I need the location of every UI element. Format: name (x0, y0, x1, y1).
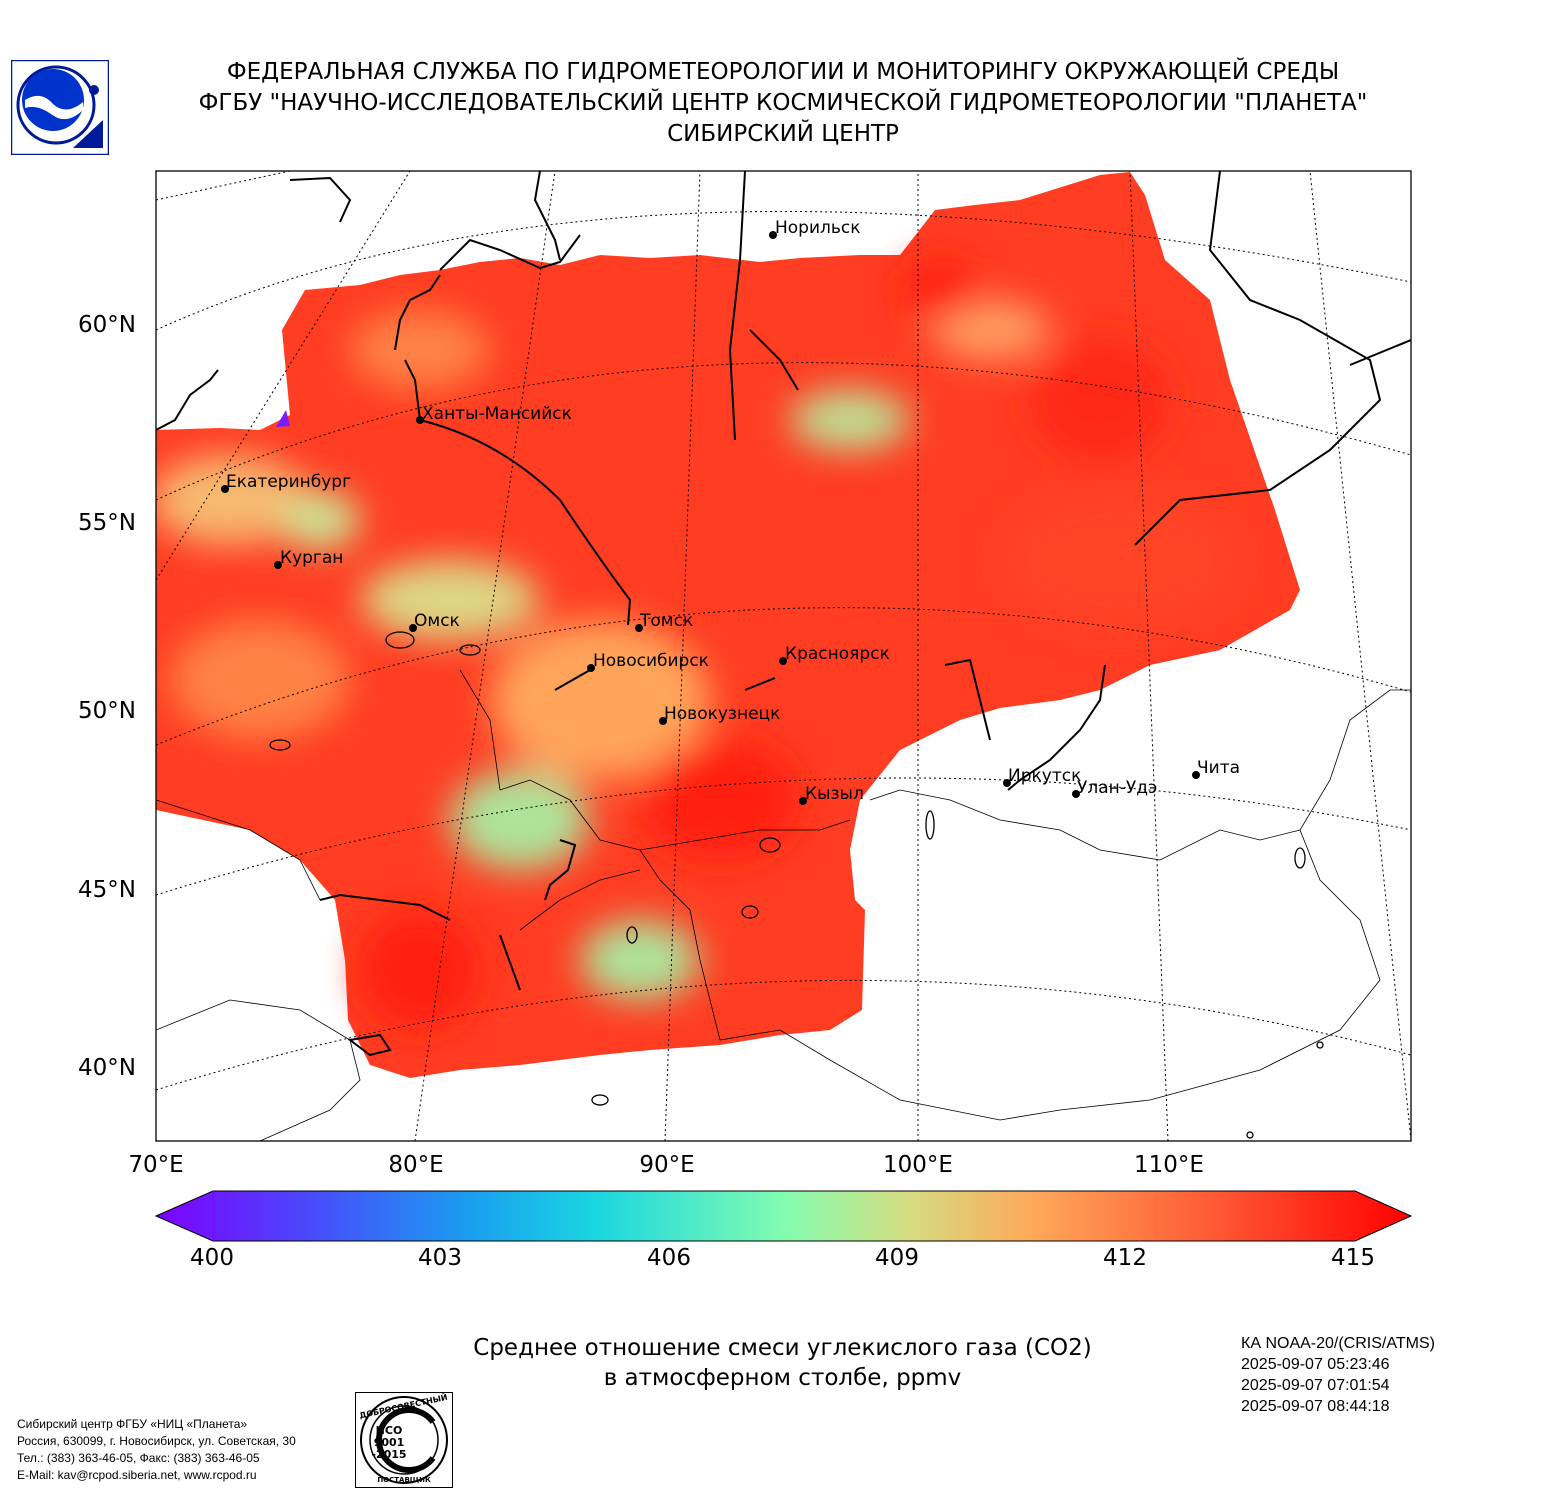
colorbar-tick-415: 415 (1331, 1245, 1375, 1271)
city-marker (1192, 771, 1200, 779)
lon-label-110: 110°E (1134, 1152, 1204, 1178)
city-label-ulan-ude: Улан-Удэ (1077, 778, 1158, 798)
iso-badge-mid3: -2015 (371, 1448, 406, 1461)
org-line-2: Россия, 630099, г. Новосибирск, ул. Сове… (17, 1434, 296, 1448)
city-label-irkutsk: Иркутск (1008, 766, 1082, 786)
graticule (156, 171, 1411, 1141)
colorbar-tick-412: 412 (1103, 1245, 1147, 1271)
city-label-omsk: Омск (414, 611, 460, 631)
city-label-norilsk: Норильск (775, 218, 861, 238)
city-marker (635, 624, 643, 632)
satellite-info: КА NOAA-20/(CRIS/ATMS) 2025-09-07 05:23:… (1241, 1333, 1435, 1417)
colorbar-tick-400: 400 (190, 1245, 234, 1271)
city-marker (587, 664, 595, 672)
city-marker (799, 797, 807, 805)
colorbar-tick-406: 406 (647, 1245, 691, 1271)
iso-badge-mid1: ИСО (376, 1424, 403, 1437)
city-marker (779, 657, 787, 665)
org-footer: Сибирский центр ФГБУ «НИЦ «Планета» Росс… (17, 1416, 296, 1484)
lat-label-55: 55°N (78, 510, 136, 536)
lat-label-45: 45°N (78, 877, 136, 903)
lon-label-90: 90°E (639, 1152, 695, 1178)
org-line-1: Сибирский центр ФГБУ «НИЦ «Планета» (17, 1417, 248, 1431)
planeta-logo (11, 60, 109, 155)
city-marker (409, 624, 417, 632)
satellite-name: КА NOAA-20/(CRIS/ATMS) (1241, 1335, 1435, 1352)
product-title-line-2: в атмосферном столбе, ppmv (603, 1365, 962, 1391)
city-marker (769, 231, 777, 239)
lakes (269, 631, 1324, 1139)
product-title-line-1: Среднее отношение смеси углекислого газа… (473, 1335, 1092, 1361)
pass-time-2: 2025-09-07 07:01:54 (1241, 1377, 1390, 1394)
co2-field (156, 172, 1300, 1078)
header-line-1: ФЕДЕРАЛЬНАЯ СЛУЖБА ПО ГИДРОМЕТЕОРОЛОГИИ … (226, 59, 1340, 85)
colorbar-tick-403: 403 (418, 1245, 462, 1271)
map-area (156, 171, 1411, 1141)
lon-label-70: 70°E (128, 1152, 184, 1178)
lat-label-60: 60°N (78, 312, 136, 338)
city-label-kyzyl: Кызыл (805, 784, 864, 804)
map-frame (155, 170, 1412, 1142)
header-line-3: СИБИРСКИЙ ЦЕНТР (667, 121, 899, 147)
iso-badge-mid2: 9001 (374, 1436, 405, 1449)
pass-time-3: 2025-09-07 08:44:18 (1241, 1398, 1390, 1415)
borders (156, 669, 1411, 1141)
colorbar-tick-409: 409 (875, 1245, 919, 1271)
colorbar (154, 1190, 1413, 1242)
city-marker (274, 561, 282, 569)
iso-badge-bottom: ПОСТАВЩИК (377, 1476, 431, 1484)
city-label-kurgan: Курган (280, 548, 344, 568)
lon-label-100: 100°E (883, 1152, 953, 1178)
lon-label-80: 80°E (388, 1152, 444, 1178)
city-label-chita: Чита (1197, 758, 1241, 778)
header-line-2: ФГБУ "НАУЧНО-ИССЛЕДОВАТЕЛЬСКИЙ ЦЕНТР КОС… (198, 90, 1368, 116)
pass-time-1: 2025-09-07 05:23:46 (1241, 1356, 1390, 1373)
city-marker (1003, 779, 1011, 787)
city-marker (416, 416, 424, 424)
city-label-tomsk: Томск (640, 611, 694, 631)
city-marker (1072, 790, 1080, 798)
product-title: Среднее отношение смеси углекислого газа… (380, 1333, 1185, 1393)
city-label-novosibirsk: Новосибирск (593, 651, 709, 671)
lat-label-40: 40°N (78, 1055, 136, 1081)
city-label-khanty-mansiysk: Ханты-Мансийск (422, 404, 572, 424)
city-label-krasnoyarsk: Красноярск (785, 644, 890, 664)
lat-label-50: 50°N (78, 698, 136, 724)
city-marker (221, 485, 229, 493)
org-line-4: E-Mail: kav@rcpod.siberia.net, www.rcpod… (17, 1468, 257, 1482)
city-marker (659, 717, 667, 725)
city-label-ekaterinburg: Екатеринбург (226, 472, 352, 492)
city-label-novokuznetsk: Новокузнецк (664, 704, 781, 724)
org-line-3: Тел.: (383) 363-46-05, Факс: (383) 363-4… (17, 1451, 260, 1465)
iso-9001-badge: ДОБРОСОВЕСТНЫЙ ИСО 9001 -2015 ПОСТАВЩИК (355, 1392, 453, 1488)
coastlines (156, 171, 1411, 1057)
